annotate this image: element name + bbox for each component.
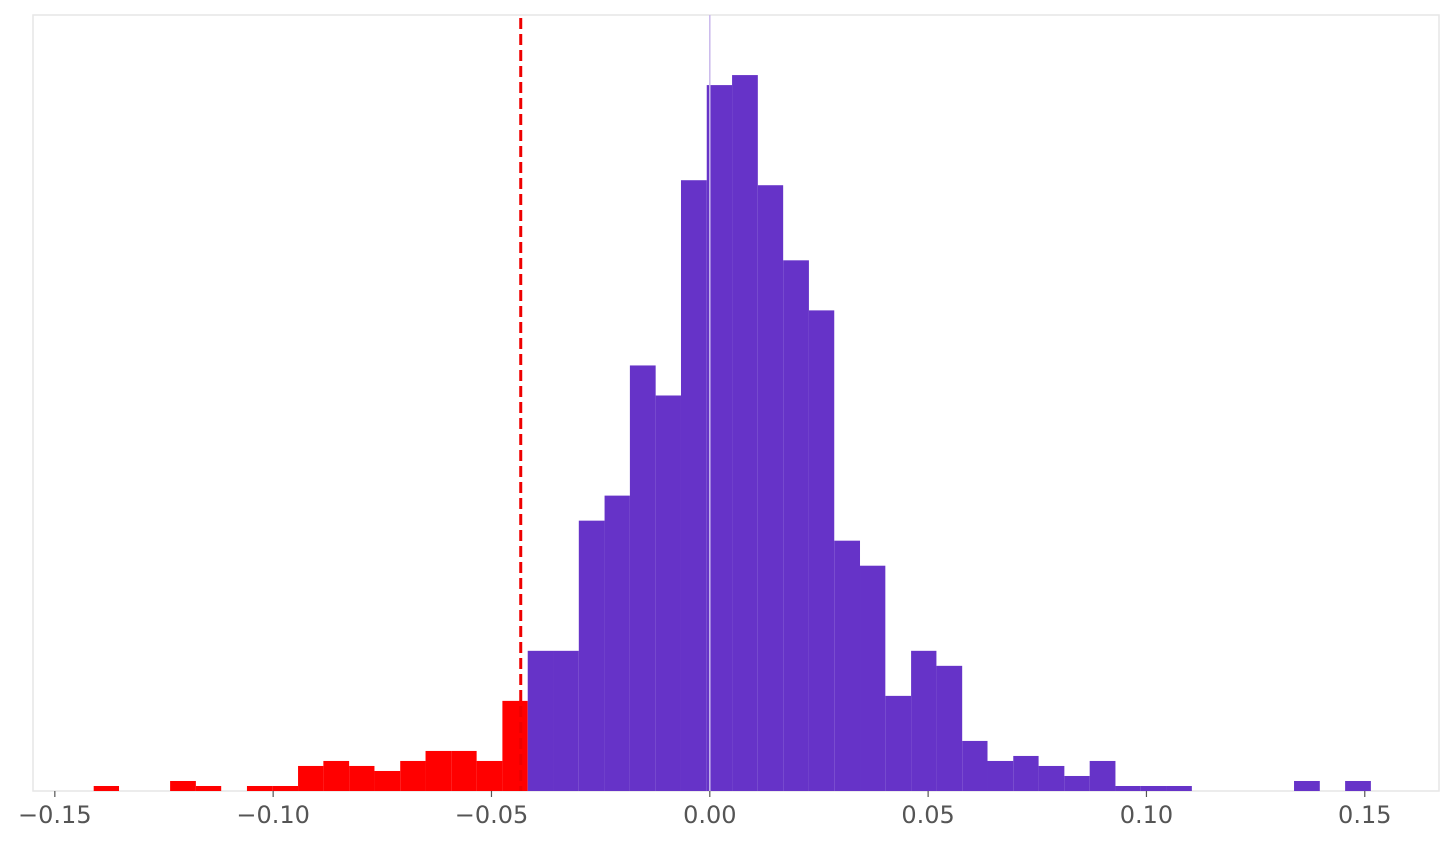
histogram-bar-above [578,520,605,791]
x-tick-label: 0.10 [1120,801,1173,829]
histogram-bar-above [936,665,963,791]
histogram-bar-above [1115,785,1141,791]
histogram-bar-below [502,700,528,791]
histogram-bar-below [451,750,477,791]
histogram-bar-above [1166,785,1192,791]
x-tick-label: 0.00 [683,801,736,829]
histogram-bar-below [323,760,350,791]
histogram-bar-above [1013,755,1039,791]
histogram-bars [93,75,1371,792]
histogram-bar-above [1140,785,1167,791]
histogram-bar-above [553,650,579,791]
histogram-bar-above [527,650,554,791]
x-tick-label: −0.15 [18,801,92,829]
histogram-bar-below [476,760,503,791]
histogram-bar-above [1345,780,1371,791]
histogram-bar-above [680,180,707,792]
histogram-bar-above [783,260,809,791]
histogram-bar-above [834,540,861,791]
histogram-bar-below [170,780,196,791]
histogram-bar-above [655,395,681,791]
histogram-bar-above [604,495,630,791]
histogram-bar-below [298,765,324,791]
histogram-bar-below [93,785,120,791]
histogram-bar-above [860,565,886,791]
histogram-bar-above [629,365,656,791]
x-axis-ticks: −0.15 −0.10 −0.05 0.00 0.05 0.10 0.15 [18,791,1391,829]
x-tick-label: 0.05 [901,801,954,829]
histogram-bar-above [1064,775,1090,791]
histogram-bar-above [1294,780,1320,791]
x-tick-label: −0.10 [236,801,310,829]
histogram-bar-below [272,785,299,791]
histogram-bar-above [1038,765,1065,791]
histogram-bar-above [757,185,784,791]
x-tick-label: −0.05 [455,801,529,829]
histogram-bar-above [962,740,988,791]
histogram-bar-above [808,310,835,791]
histogram-bar-below [425,750,452,791]
histogram-bar-above [732,75,758,792]
histogram-bar-above [1089,760,1116,791]
histogram-bar-above [911,650,937,791]
histogram-bar-below [400,760,426,791]
histogram-bar-below [374,770,401,791]
histogram-bar-above [706,85,733,791]
histogram-bar-below [195,785,222,791]
histogram-bar-above [987,760,1014,791]
histogram-bar-above [885,695,912,791]
histogram-bar-below [246,785,273,791]
histogram-bar-below [349,765,375,791]
x-tick-label: 0.15 [1338,801,1391,829]
